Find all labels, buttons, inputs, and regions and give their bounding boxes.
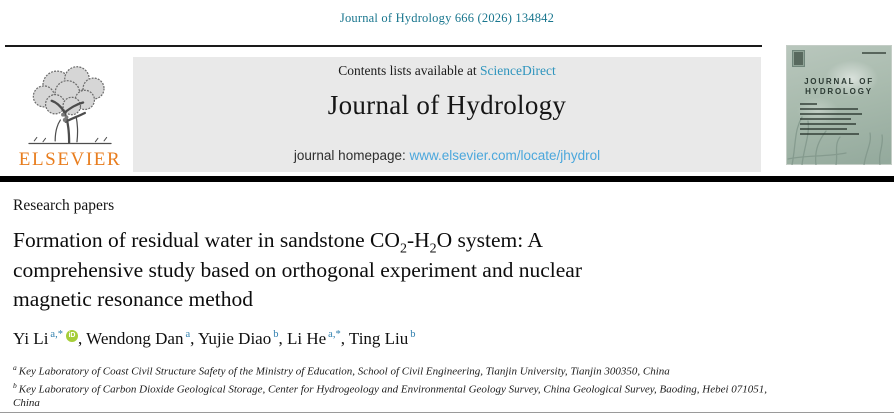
elsevier-wordmark: ELSEVIER <box>18 149 122 170</box>
cover-publisher-logo <box>792 50 805 67</box>
contents-line: Contents lists available at ScienceDirec… <box>133 63 761 79</box>
sciencedirect-link[interactable]: ScienceDirect <box>480 63 556 78</box>
author-separator: , <box>190 329 199 348</box>
homepage-line: journal homepage: www.elsevier.com/locat… <box>133 148 761 163</box>
journal-citation: Journal of Hydrology 666 (2026) 134842 <box>339 11 555 25</box>
author-name: Yi Li <box>13 329 49 348</box>
author-name: Ting Liu <box>348 329 409 348</box>
author-separator: , <box>340 329 349 348</box>
homepage-link[interactable]: www.elsevier.com/locate/jhydrol <box>409 148 601 163</box>
journal-cover-thumbnail: JOURNAL OF HYDROLOGY <box>786 45 892 165</box>
article-title: Formation of residual water in sandstone… <box>13 228 582 311</box>
affiliation-a: a Key Laboratory of Coast Civil Structure… <box>13 363 670 378</box>
author-affil-mark: a,* <box>50 329 63 341</box>
top-rule <box>5 45 762 47</box>
elsevier-logo: ELSEVIER <box>8 56 132 172</box>
journal-title: Journal of Hydrology <box>327 90 567 120</box>
affiliation-b: b Key Laboratory of Carbon Dioxide Geolog… <box>13 381 768 410</box>
author-separator: , <box>77 329 87 348</box>
cover-journal-title: JOURNAL OF HYDROLOGY <box>804 77 874 96</box>
author-affil-mark: b <box>273 329 279 341</box>
author-affil-mark: b <box>410 329 416 341</box>
author-affil-mark: a,* <box>328 329 341 341</box>
homepage-prefix: journal homepage: <box>293 148 410 163</box>
section-label: Research papers <box>13 197 115 214</box>
header-divider <box>0 176 894 182</box>
orcid-icon[interactable]: iD <box>65 330 78 343</box>
affiliations: a Key Laboratory of Coast Civil Structure… <box>13 361 881 411</box>
author-line: Yi Li a,* iD, Wendong Dan a, Yujie Diao b, L… <box>13 329 416 349</box>
bottom-rule <box>0 412 894 413</box>
cover-editor-lines <box>800 103 878 138</box>
contents-prefix: Contents lists available at <box>338 63 480 78</box>
cover-issn-text <box>862 52 886 54</box>
elsevier-tree-icon <box>28 66 112 145</box>
author-name: Li He <box>286 329 327 348</box>
author-affil-mark: a <box>185 329 191 341</box>
journal-banner: Contents lists available at ScienceDirec… <box>133 57 761 172</box>
author-name: Wendong Dan <box>86 329 184 348</box>
author-name: Yujie Diao <box>198 329 272 348</box>
author-separator: , <box>278 329 287 348</box>
